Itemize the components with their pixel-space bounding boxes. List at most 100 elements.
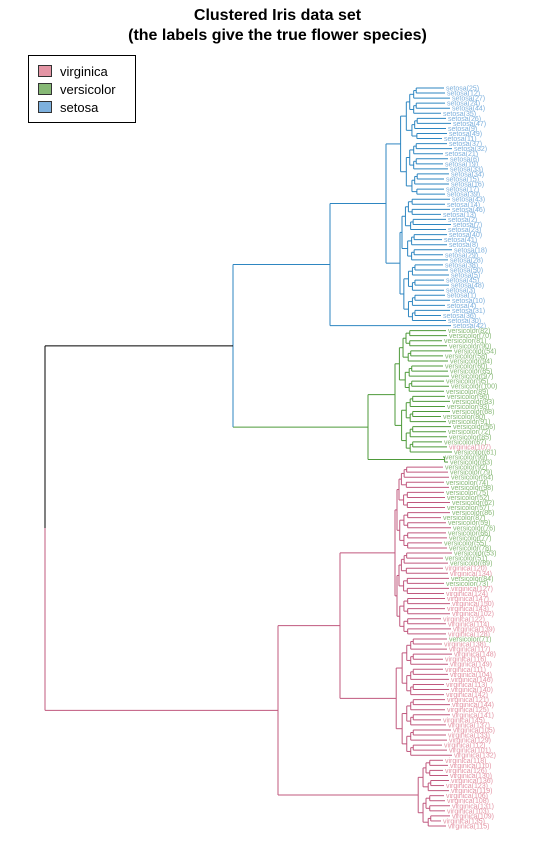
leaf-label: versicolor(83): [452, 399, 494, 406]
leaf-label: virginica(129): [449, 738, 491, 745]
leaf-label: versicolor(98): [451, 485, 493, 492]
leaf-label: setosa(40): [449, 232, 482, 239]
leaf-label: versicolor(99): [445, 455, 487, 462]
legend-label-virginica: virginica: [60, 63, 108, 79]
leaf-label: versicolor(61): [454, 449, 496, 456]
leaf-label: virginica(124): [446, 591, 488, 598]
leaf-label: setosa(19): [445, 161, 478, 168]
chart-title: Clustered Iris data set (the labels give…: [0, 6, 555, 46]
leaf-label: virginica(136): [451, 778, 493, 785]
leaf-label: virginica(117): [449, 647, 491, 654]
legend-item-versicolor: versicolor: [38, 80, 116, 98]
legend-item-virginica: virginica: [38, 62, 108, 80]
leaf-label: setosa(9): [448, 126, 477, 133]
leaf-label: setosa(26): [448, 116, 481, 123]
leaf-label: virginica(116): [445, 657, 487, 664]
leaf-label: setosa(8): [449, 242, 478, 249]
leaf-label: virginica(145): [443, 717, 485, 724]
leaf-label: versicolor(53): [454, 551, 496, 558]
leaf-label: setosa(30): [448, 318, 481, 325]
leaf-label: setosa(27): [452, 96, 485, 103]
leaf-label: versicolor(59): [448, 520, 490, 527]
leaf-label: versicolor(66): [448, 530, 490, 537]
leaf-label: setosa(38): [445, 262, 478, 269]
leaf-label: versicolor(51): [445, 556, 487, 563]
leaf-label: setosa(46): [452, 207, 485, 214]
leaf-label: setosa(24): [447, 101, 480, 108]
leaf-label: versicolor(90): [449, 343, 491, 350]
leaf-label: versicolor(71): [449, 636, 491, 643]
leaf-label: virginica(102): [452, 611, 494, 618]
leaf-label: virginica(146): [451, 677, 493, 684]
leaf-label: setosa(11): [444, 136, 477, 143]
legend-item-setosa: setosa: [38, 98, 98, 116]
leaf-label: setosa(17): [446, 187, 479, 194]
leaf-label: versicolor(95): [446, 379, 488, 386]
leaf-label: versicolor(65): [450, 369, 492, 376]
leaf-label: virginica(143): [447, 606, 489, 613]
leaf-label: versicolor(52): [447, 495, 489, 502]
leaf-label: virginica(110): [450, 763, 492, 770]
leaf-label: setosa(47): [453, 121, 486, 128]
leaf-label: versicolor(93): [447, 404, 489, 411]
leaf-label: versicolor(87): [443, 515, 485, 522]
leaf-label: versicolor(81): [444, 338, 486, 345]
leaf-label: virginica(114): [448, 621, 490, 628]
leaf-label: virginica(132): [454, 753, 496, 760]
leaf-label: setosa(39): [447, 192, 480, 199]
leaf-label: virginica(142): [446, 692, 488, 699]
legend-label-versicolor: versicolor: [60, 81, 116, 97]
leaf-label: virginica(144): [452, 702, 494, 709]
leaf-label: setosa(33): [450, 166, 483, 173]
leaf-label: virginica(148): [454, 652, 496, 659]
leaf-label: setosa(43): [452, 197, 485, 204]
leaf-label: virginica(107): [449, 444, 491, 451]
leaf-label: virginica(111): [445, 667, 486, 674]
leaf-label: setosa(12): [447, 91, 480, 98]
leaf-label: virginica(123): [446, 783, 488, 790]
leaf-label: versicolor(97): [451, 374, 493, 381]
leaf-label: setosa(21): [445, 151, 478, 158]
leaf-label: virginica(125): [447, 707, 489, 714]
leaf-label: virginica(109): [452, 813, 494, 820]
leaf-label: virginica(127): [451, 586, 493, 593]
leaf-label: versicolor(72): [448, 429, 490, 436]
leaf-label: setosa(7): [453, 222, 482, 229]
leaf-label: setosa(37): [449, 141, 482, 148]
leaf-label: versicolor(67): [444, 439, 486, 446]
leaf-label: virginica(122): [443, 616, 485, 623]
leaf-label: virginica(139): [453, 626, 495, 633]
leaf-label: virginica(128): [448, 631, 490, 638]
leaf-label: virginica(138): [444, 642, 486, 649]
leaf-label: versicolor(73): [446, 581, 488, 588]
title-line-2: (the labels give the true flower species…: [128, 27, 427, 44]
leaf-label: versicolor(85): [449, 434, 491, 441]
legend: virginica versicolor setosa: [28, 55, 136, 123]
leaf-label: versicolor(64): [451, 475, 493, 482]
leaf-label: versicolor(54): [454, 348, 496, 355]
leaf-label: setosa(35): [443, 111, 476, 118]
leaf-label: setosa(28): [450, 257, 483, 264]
leaf-label: virginica(126): [445, 768, 487, 775]
leaf-label: virginica(121): [447, 697, 489, 704]
leaf-label: versicolor(58): [445, 353, 487, 360]
leaf-label: virginica(108): [447, 798, 489, 805]
leaf-label: versicolor(75): [446, 490, 488, 497]
leaf-label: versicolor(79): [450, 470, 492, 477]
leaf-label: setosa(14): [447, 202, 480, 209]
leaf-label: setosa(25): [446, 86, 479, 93]
leaf-label: virginica(120): [445, 566, 487, 573]
leaf-label: virginica(131): [452, 803, 494, 810]
leaf-label: virginica(133): [448, 733, 490, 740]
leaf-label: setosa(10): [452, 298, 485, 305]
leaf-label: versicolor(60): [445, 364, 487, 371]
leaf-label: setosa(13): [443, 212, 476, 219]
leaf-label: virginica(149): [450, 662, 492, 669]
leaf-label: versicolor(100): [451, 384, 497, 391]
leaf-label: setosa(18): [454, 247, 487, 254]
legend-swatch-virginica: [38, 65, 52, 77]
leaf-label: versicolor(76): [453, 525, 495, 532]
leaf-label: virginica(140): [451, 687, 493, 694]
leaf-label: setosa(29): [445, 252, 478, 259]
leaf-label: setosa(23): [448, 227, 481, 234]
